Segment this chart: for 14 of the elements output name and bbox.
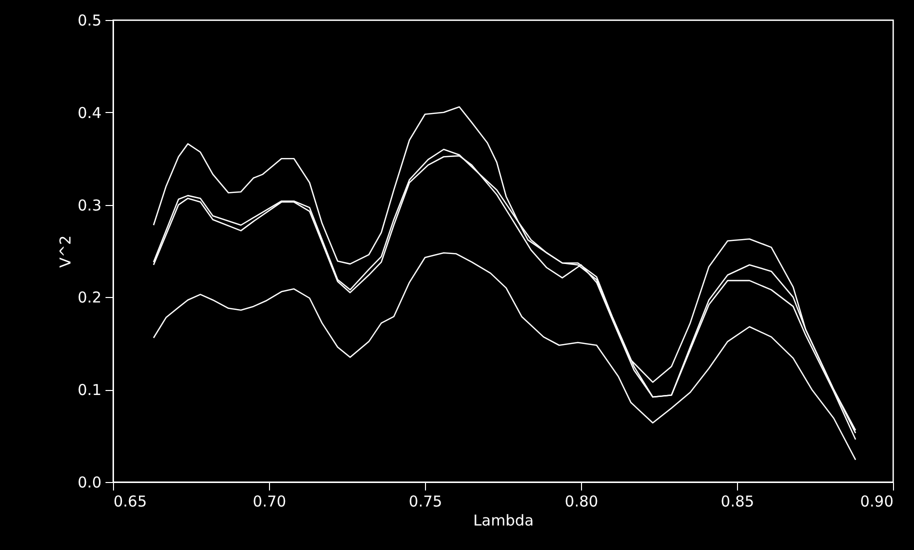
x-tick-label: 0.75 <box>408 492 442 510</box>
y-tick-label: 0.4 <box>78 104 102 122</box>
x-tick-label: 0.90 <box>860 492 894 510</box>
y-axis-title: V^2 <box>56 235 75 268</box>
y-tick-label: 0.1 <box>78 381 102 400</box>
x-tick-label: 0.85 <box>720 492 754 510</box>
x-axis-title: Lambda <box>473 512 534 530</box>
x-tick-label: 0.65 <box>114 492 147 510</box>
y-tick-label: 0.0 <box>78 474 102 492</box>
x-tick-label: 0.70 <box>252 492 286 510</box>
y-tick-label: 0.5 <box>78 12 102 30</box>
y-tick-label: 0.3 <box>78 196 102 214</box>
y-tick-label: 0.2 <box>78 288 102 307</box>
x-tick-label: 0.80 <box>564 492 598 510</box>
